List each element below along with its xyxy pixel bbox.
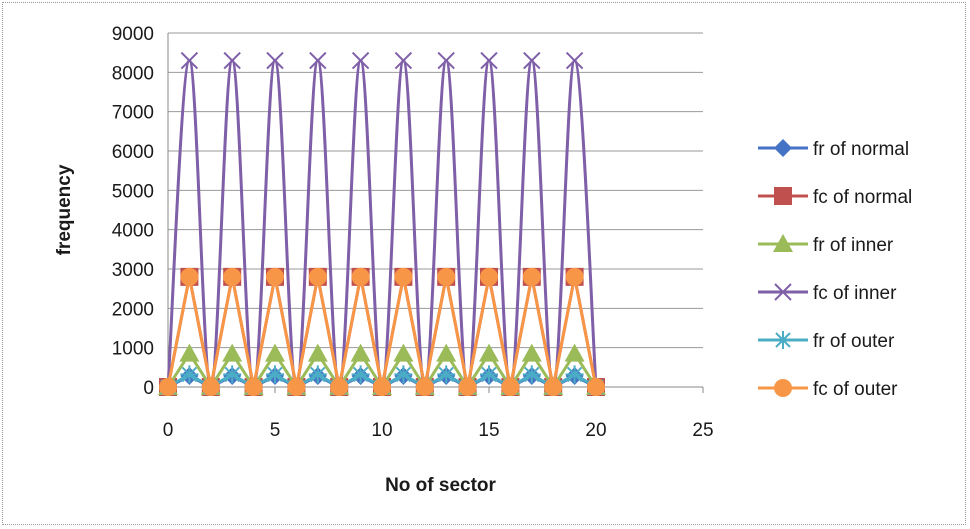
legend-item: fr of outer — [758, 331, 895, 352]
data-point — [480, 267, 498, 286]
data-point — [179, 343, 200, 362]
data-point — [265, 343, 285, 362]
legend-label: fr of inner — [813, 235, 894, 256]
legend-marker — [774, 331, 792, 349]
series-line — [166, 59, 598, 389]
y-axis-title: frequency — [54, 164, 75, 255]
data-point — [180, 51, 199, 70]
legend-marker — [774, 283, 792, 301]
data-point — [330, 378, 349, 396]
data-point — [436, 343, 457, 362]
data-point — [350, 343, 371, 362]
data-point — [437, 365, 456, 384]
data-point — [222, 343, 243, 362]
x-tick-label: 5 — [270, 420, 281, 441]
y-tick-label: 0 — [143, 378, 154, 399]
data-point — [415, 378, 434, 396]
data-point — [159, 378, 177, 396]
data-point — [501, 378, 520, 396]
x-tick-label: 0 — [163, 420, 174, 441]
y-tick-label: 2000 — [112, 299, 154, 320]
x-axis-title: No of sector — [385, 475, 496, 496]
data-point — [351, 365, 370, 384]
y-tick-label: 5000 — [112, 181, 154, 202]
data-point — [309, 51, 327, 70]
series-fc-of-inner — [159, 51, 605, 396]
data-point — [522, 365, 541, 384]
data-point — [351, 51, 370, 70]
legend: fr of normal fc of normal fr of inner fc of… — [758, 139, 912, 400]
legend-marker — [774, 379, 792, 397]
data-point — [308, 365, 327, 384]
data-point — [244, 378, 263, 396]
legend-label: fr of outer — [813, 331, 895, 352]
legend-marker — [773, 234, 793, 252]
data-point — [564, 343, 585, 362]
x-tick-label: 25 — [692, 420, 713, 441]
data-point — [223, 267, 242, 286]
y-tick-label: 4000 — [112, 221, 154, 242]
data-point — [223, 365, 242, 384]
legend-label: fc of normal — [813, 187, 912, 208]
legend-marker — [774, 139, 792, 157]
series-fc-of-outer — [159, 267, 605, 396]
data-point — [565, 365, 584, 384]
data-point — [394, 365, 413, 384]
data-point — [437, 267, 456, 286]
data-point — [479, 343, 499, 362]
legend-label: fc of inner — [813, 283, 897, 304]
data-point — [180, 365, 199, 384]
y-tick-label: 1000 — [112, 339, 154, 360]
x-tick-label: 10 — [371, 420, 392, 441]
legend-item: fr of normal — [758, 139, 909, 160]
data-point — [521, 343, 542, 362]
data-point — [437, 51, 455, 70]
data-point — [373, 378, 391, 396]
line-chart: 0 1000 2000 3000 4000 5000 6000 7000 8000 9000 0 5 1… — [54, 24, 912, 496]
legend-item: fr of inner — [758, 234, 894, 256]
y-tick-label: 6000 — [112, 142, 154, 163]
legend-item: fc of inner — [758, 283, 897, 304]
data-point — [393, 343, 414, 362]
y-tick-label: 7000 — [112, 103, 154, 124]
data-point — [458, 378, 477, 396]
data-point — [565, 51, 584, 70]
data-point — [565, 267, 584, 286]
data-point — [394, 267, 413, 286]
data-point — [587, 378, 605, 396]
data-point — [544, 378, 563, 396]
x-tick-label: 15 — [478, 420, 499, 441]
data-point — [522, 267, 541, 286]
data-point — [223, 51, 241, 70]
data-point — [266, 51, 284, 70]
legend-item: fc of outer — [758, 379, 898, 400]
data-point — [266, 267, 284, 286]
legend-marker — [774, 187, 792, 205]
data-point — [351, 267, 370, 286]
data-point — [308, 267, 327, 286]
data-point — [287, 378, 306, 396]
legend-label: fc of outer — [813, 379, 898, 400]
data-point — [266, 365, 284, 384]
data-point — [180, 267, 199, 286]
data-point — [394, 51, 413, 70]
y-tick-label: 3000 — [112, 260, 154, 281]
legend-label: fr of normal — [813, 139, 909, 160]
legend-item: fc of normal — [758, 187, 912, 208]
data-point — [307, 343, 328, 362]
data-point — [201, 378, 220, 396]
data-point — [480, 365, 498, 384]
data-point — [480, 51, 498, 70]
y-tick-label: 9000 — [112, 24, 154, 45]
x-tick-label: 20 — [585, 420, 606, 441]
y-tick-label: 8000 — [112, 63, 154, 84]
data-point — [523, 51, 541, 70]
